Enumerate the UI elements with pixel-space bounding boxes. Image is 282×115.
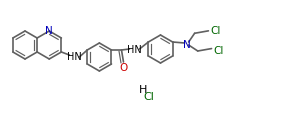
Text: HN: HN [67,52,82,61]
Text: HN: HN [127,45,142,55]
Text: Cl: Cl [210,26,221,36]
Text: N: N [45,26,53,36]
Text: H: H [139,84,147,94]
Text: O: O [119,62,128,72]
Text: N: N [183,40,191,50]
Text: Cl: Cl [213,45,224,55]
Text: Cl: Cl [144,91,155,101]
